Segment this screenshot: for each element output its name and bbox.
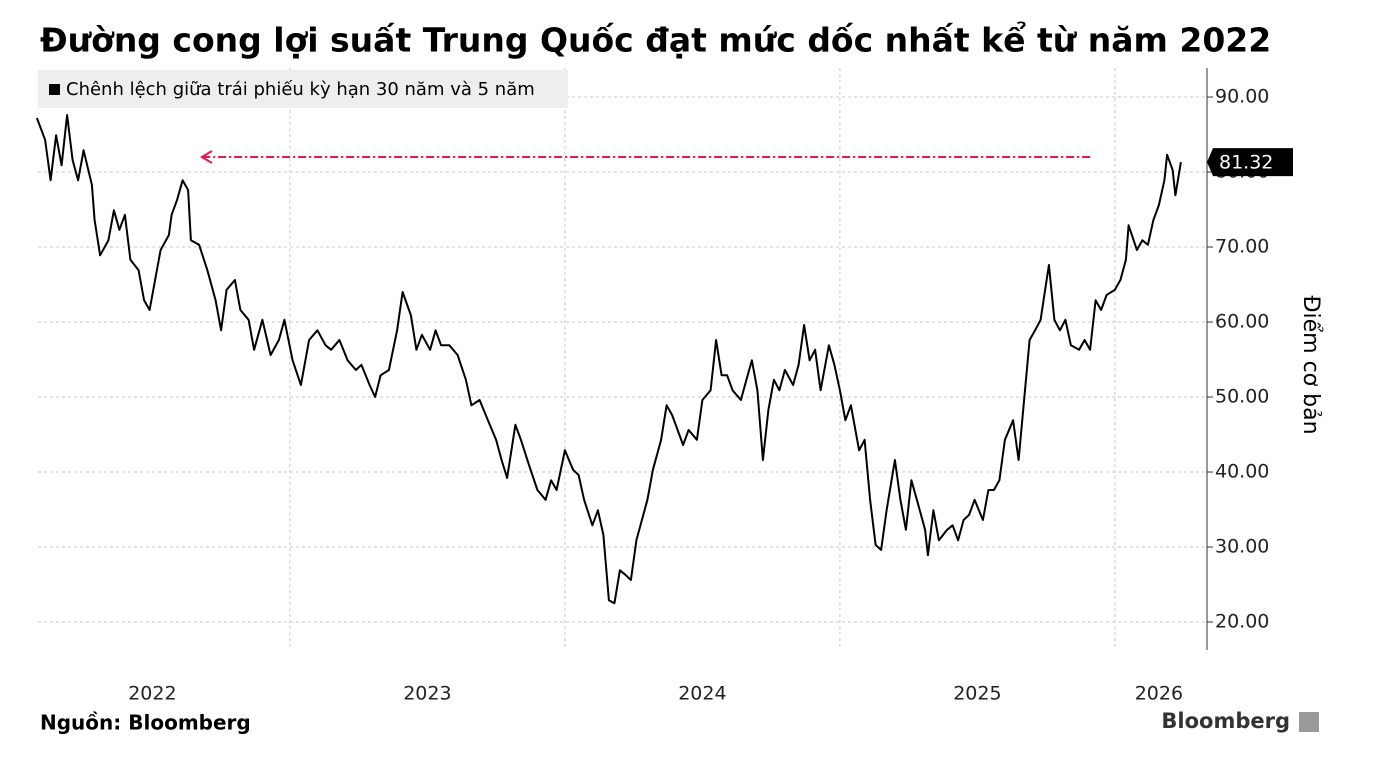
y-tick-label: 20.00 (1215, 611, 1269, 633)
x-tick-label: 2022 (128, 683, 176, 705)
logo-icon (1299, 712, 1319, 732)
y-tick-label: 70.00 (1215, 236, 1269, 258)
y-tick-label: 50.00 (1215, 386, 1269, 408)
y-tick-label: 30.00 (1215, 536, 1269, 558)
logo: Bloomberg (1161, 709, 1290, 733)
last-value-label: 81.32 (1219, 152, 1273, 174)
x-tick-label: 2025 (953, 683, 1001, 705)
legend-swatch (49, 84, 60, 95)
x-tick-label: 2026 (1135, 683, 1183, 705)
legend-box (38, 70, 568, 108)
y-tick-label: 40.00 (1215, 461, 1269, 483)
line (35, 114, 1182, 605)
legend-label: Chênh lệch giữa trái phiếu kỳ hạn 30 năm… (66, 79, 535, 100)
chart-title: Đường cong lợi suất Trung Quốc đạt mức d… (40, 20, 1271, 60)
source: Nguồn: Bloomberg (40, 711, 251, 735)
last-value-box (1207, 148, 1293, 177)
y-tick-label: 60.00 (1215, 311, 1269, 333)
x-tick-label: 2023 (403, 683, 451, 705)
y-tick-label: 90.00 (1215, 86, 1269, 108)
x-tick-label: 2024 (678, 683, 726, 705)
arrow-head (199, 150, 213, 164)
y-axis-title: Điểm cơ bản (1298, 295, 1323, 434)
